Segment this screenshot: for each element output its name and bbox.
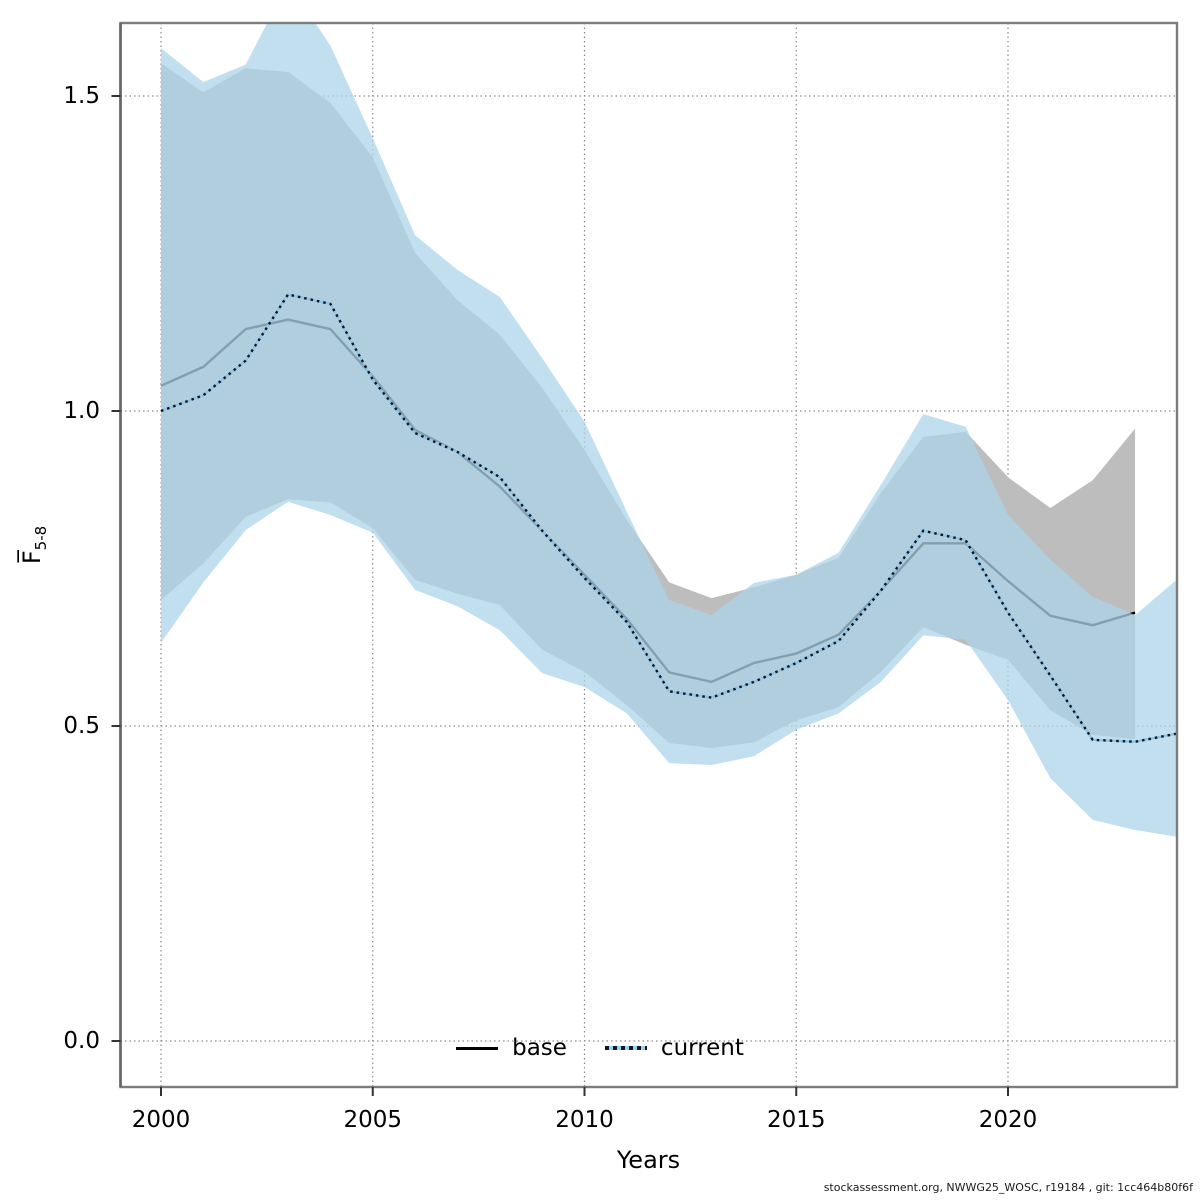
y-tick-label: 1.5 (63, 83, 100, 109)
current-confidence-band (161, 23, 1177, 837)
legend-item-current: current (604, 1035, 744, 1061)
y-axis-title: F̅5-8 (18, 480, 50, 610)
legend-label: current (660, 1035, 744, 1061)
y-axis-title-subscript: 5-8 (31, 525, 50, 551)
x-tick-label: 2000 (131, 1107, 191, 1133)
y-axis-title-main: F̅ (18, 550, 46, 565)
x-axis-title: Years (616, 1146, 681, 1174)
y-tick-label: 0.5 (63, 713, 100, 739)
legend-label: base (512, 1035, 567, 1061)
legend-base-line-sample (456, 1046, 499, 1050)
x-tick-label: 2010 (555, 1107, 614, 1133)
y-tick-label: 1.0 (63, 398, 100, 424)
x-tick-label: 2005 (343, 1107, 403, 1133)
legend-current-line-sample (604, 1046, 647, 1050)
chart-legend: base current (430, 1035, 770, 1061)
x-tick-label: 2015 (766, 1107, 826, 1133)
y-tick-label: 0.0 (63, 1028, 100, 1054)
attribution-footer: stockassessment.org, NWWG25_WOSC, r19184… (823, 1181, 1193, 1194)
x-tick-label: 2020 (978, 1107, 1038, 1133)
current-line-dotted (160, 293, 1177, 743)
legend-item-base: base (456, 1035, 567, 1061)
